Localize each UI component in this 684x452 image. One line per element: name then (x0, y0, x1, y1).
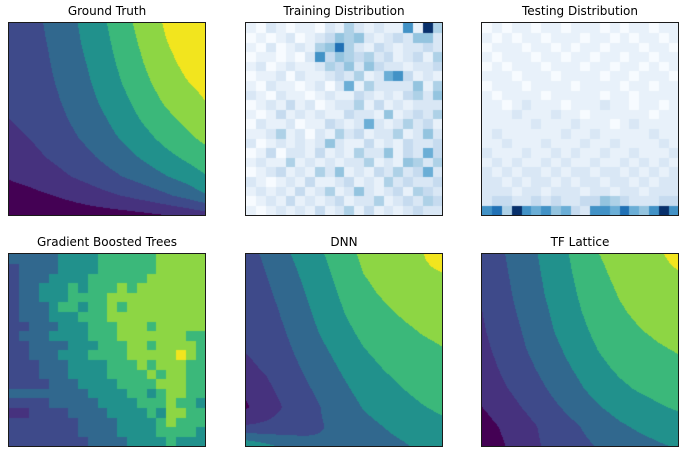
title-ground-truth: Ground Truth (67, 4, 147, 18)
gradient-boosted-trees-plot (8, 253, 206, 447)
title-dnn: DNN (330, 235, 358, 249)
title-gradient-boosted-trees: Gradient Boosted Trees (37, 235, 177, 249)
title-training-distribution: Training Distribution (283, 4, 405, 18)
title-tf-lattice: TF Lattice (550, 235, 610, 249)
training-distribution-heatmap (245, 22, 443, 216)
dnn-plot (245, 253, 443, 447)
title-testing-distribution: Testing Distribution (521, 4, 638, 18)
testing-distribution-heatmap (481, 22, 679, 216)
ground-truth-plot (8, 22, 206, 216)
tf-lattice-plot (481, 253, 679, 447)
